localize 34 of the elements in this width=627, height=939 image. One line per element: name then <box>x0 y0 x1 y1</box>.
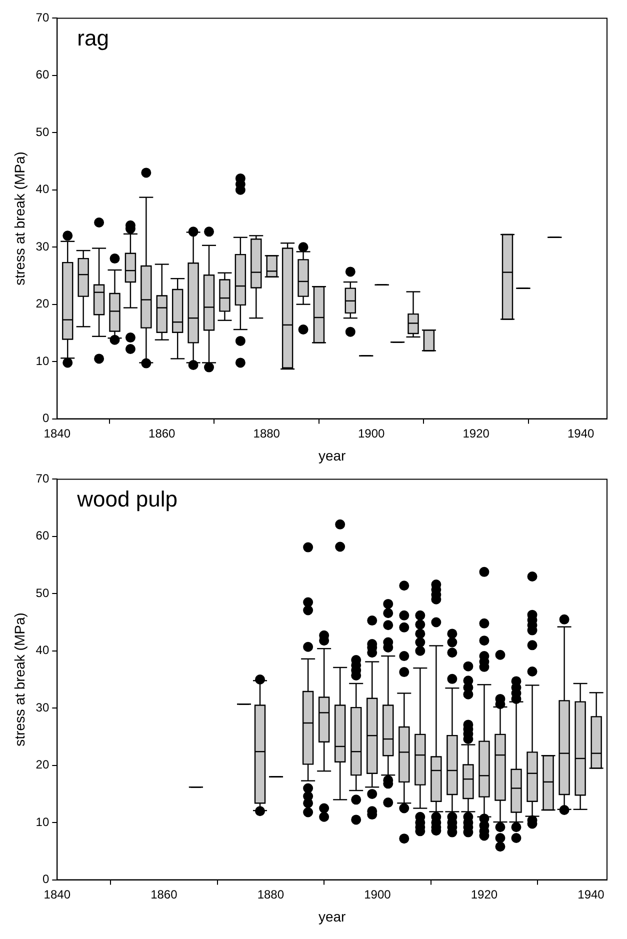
x-tick-label: 1840 <box>44 887 71 902</box>
y-tick-label: 30 <box>36 700 50 714</box>
x-tick-label: 1900 <box>358 426 386 440</box>
x-tick-label: 1940 <box>578 887 605 902</box>
x-tick-label: 1860 <box>150 887 178 902</box>
y-tick-label: 0 <box>42 872 50 886</box>
x-tick-label: 1920 <box>470 887 498 902</box>
y-axis-title: stress at break (MPa) <box>11 612 28 746</box>
x-tick-label: 1880 <box>257 887 284 902</box>
x-tick-label: 1880 <box>253 426 280 440</box>
y-tick-label: 10 <box>36 354 50 368</box>
y-tick-label: 0 <box>42 411 50 426</box>
chart-title: rag <box>77 25 109 50</box>
x-tick-label: 1860 <box>148 426 176 440</box>
x-tick-label: 1940 <box>567 426 594 440</box>
y-tick-label: 50 <box>36 586 50 600</box>
y-tick-label: 20 <box>36 296 50 311</box>
y-tick-label: 50 <box>36 124 50 139</box>
y-tick-label: 60 <box>36 68 50 82</box>
chart-title: wood pulp <box>76 486 178 512</box>
y-tick-label: 10 <box>36 814 50 829</box>
y-tick-label: 30 <box>36 239 50 254</box>
y-tick-label: 40 <box>36 182 50 196</box>
y-axis-title: stress at break (MPa) <box>11 152 28 286</box>
y-tick-label: 40 <box>36 643 50 658</box>
x-axis-title: year <box>318 447 346 464</box>
y-tick-label: 70 <box>36 472 50 486</box>
x-tick-label: 1900 <box>364 887 392 902</box>
x-axis-title: year <box>318 908 346 924</box>
x-tick-label: 1840 <box>44 426 71 440</box>
y-tick-label: 60 <box>36 528 50 543</box>
x-tick-label: 1920 <box>462 426 490 440</box>
y-tick-label: 20 <box>36 758 50 772</box>
y-tick-label: 70 <box>36 10 50 25</box>
